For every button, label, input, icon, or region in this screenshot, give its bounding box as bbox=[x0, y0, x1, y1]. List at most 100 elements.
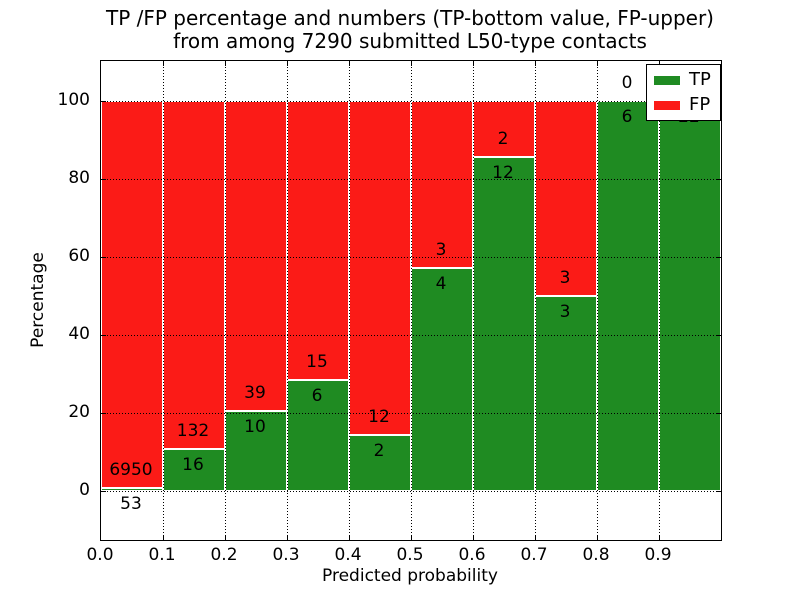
y-tick-right bbox=[716, 413, 721, 414]
fp-count-label: 39 bbox=[244, 383, 266, 404]
x-tick-top bbox=[163, 61, 164, 66]
bar-segment-fp bbox=[411, 101, 473, 269]
y-tick-label: 40 bbox=[68, 324, 90, 344]
tp-count-label: 2 bbox=[373, 441, 385, 462]
x-tick-label: 0.7 bbox=[520, 545, 548, 565]
y-tick-right bbox=[716, 257, 721, 258]
bar-segment-fp bbox=[287, 101, 349, 380]
x-tick-label: 0.8 bbox=[582, 545, 610, 565]
legend-swatch-tp-icon bbox=[654, 75, 680, 85]
y-tick-label: 80 bbox=[68, 168, 90, 188]
x-tick-bottom bbox=[597, 535, 598, 540]
x-gridline bbox=[658, 61, 660, 540]
bar-segment-fp bbox=[101, 101, 163, 489]
legend: TP FP bbox=[646, 64, 721, 121]
y-tick-left bbox=[101, 335, 106, 336]
y-tick-label: 60 bbox=[68, 246, 90, 266]
y-tick-left bbox=[101, 491, 106, 492]
tp-count-label: 10 bbox=[244, 417, 266, 438]
fp-count-label: 15 bbox=[306, 351, 328, 372]
y-tick-right bbox=[716, 491, 721, 492]
x-gridline bbox=[348, 61, 350, 540]
x-tick-top bbox=[411, 61, 412, 66]
x-tick-bottom bbox=[349, 535, 350, 540]
x-tick-bottom bbox=[473, 535, 474, 540]
chart-title-line1: TP /FP percentage and numbers (TP-bottom… bbox=[106, 6, 714, 30]
bar-segment-tp bbox=[659, 101, 721, 491]
legend-label: FP bbox=[689, 94, 711, 115]
x-gridline bbox=[472, 61, 474, 540]
x-gridline bbox=[410, 61, 412, 540]
tp-count-label: 16 bbox=[182, 454, 204, 475]
x-axis-label: Predicted probability bbox=[322, 566, 498, 586]
bar-segment-tp bbox=[287, 379, 349, 491]
x-tick-label: 0.5 bbox=[396, 545, 424, 565]
bar-segment-tp bbox=[225, 411, 287, 491]
y-tick-label: 100 bbox=[57, 90, 90, 110]
fp-count-label: 3 bbox=[435, 240, 447, 261]
y-tick-left bbox=[101, 413, 106, 414]
x-tick-bottom bbox=[287, 535, 288, 540]
x-tick-bottom bbox=[535, 535, 536, 540]
bar-segment-fp bbox=[225, 101, 287, 412]
y-tick-left bbox=[101, 257, 106, 258]
x-tick-label: 0.0 bbox=[86, 545, 114, 565]
y-tick-right bbox=[716, 179, 721, 180]
bar-segment-tp bbox=[411, 268, 473, 491]
x-tick-bottom bbox=[411, 535, 412, 540]
x-tick-top bbox=[473, 61, 474, 66]
x-gridline bbox=[224, 61, 226, 540]
fp-count-label: 3 bbox=[559, 268, 571, 288]
x-gridline bbox=[162, 61, 164, 540]
legend-row: TP bbox=[654, 71, 711, 89]
bar-segment-fp bbox=[535, 101, 597, 296]
x-tick-top bbox=[535, 61, 536, 66]
tp-count-label: 3 bbox=[559, 302, 571, 322]
x-tick-top bbox=[659, 61, 660, 66]
x-gridline bbox=[286, 61, 288, 540]
tp-count-label: 4 bbox=[435, 274, 447, 295]
fp-count-label: 132 bbox=[176, 420, 210, 441]
chart-title: TP /FP percentage and numbers (TP-bottom… bbox=[90, 7, 730, 53]
y-tick-left bbox=[101, 101, 106, 102]
y-tick-left bbox=[101, 179, 106, 180]
fp-count-label: 6950 bbox=[109, 460, 153, 481]
x-tick-bottom bbox=[659, 535, 660, 540]
bar-segment-tp bbox=[349, 435, 411, 491]
x-gridline bbox=[596, 61, 598, 540]
x-tick-top bbox=[287, 61, 288, 66]
tp-count-label: 6 bbox=[311, 385, 323, 406]
legend-swatch-fp-icon bbox=[654, 100, 680, 110]
x-tick-label: 0.6 bbox=[458, 545, 486, 565]
fp-count-label: 2 bbox=[497, 128, 509, 149]
bar-segment-tp bbox=[597, 101, 659, 491]
fp-count-label: 12 bbox=[368, 407, 390, 428]
x-tick-label: 0.4 bbox=[334, 545, 362, 565]
x-tick-top bbox=[225, 61, 226, 66]
tp-count-label: 12 bbox=[492, 162, 514, 183]
bar-segment-tp bbox=[473, 156, 535, 491]
y-tick-label: 20 bbox=[68, 402, 90, 422]
legend-row: FP bbox=[654, 96, 711, 114]
x-tick-bottom bbox=[163, 535, 164, 540]
x-tick-label: 0.3 bbox=[272, 545, 300, 565]
legend-label: TP bbox=[689, 69, 711, 90]
x-tick-label: 0.2 bbox=[210, 545, 238, 565]
x-tick-top bbox=[597, 61, 598, 66]
x-tick-bottom bbox=[225, 535, 226, 540]
x-tick-label: 0.1 bbox=[148, 545, 176, 565]
bar-segment-tp bbox=[535, 296, 597, 491]
x-gridline bbox=[534, 61, 536, 540]
tp-count-label: 53 bbox=[120, 494, 142, 515]
x-tick-label: 0.9 bbox=[644, 545, 672, 565]
x-tick-top bbox=[349, 61, 350, 66]
tp-count-label: 6 bbox=[621, 107, 633, 127]
y-tick-right bbox=[716, 335, 721, 336]
bar-segment-fp bbox=[349, 101, 411, 436]
y-tick-label: 0 bbox=[79, 480, 90, 500]
fp-count-label: 0 bbox=[621, 73, 633, 93]
chart-title-line2: from among 7290 submitted L50-type conta… bbox=[173, 29, 647, 53]
bar-segment-fp bbox=[163, 101, 225, 449]
plot-area bbox=[100, 60, 722, 541]
